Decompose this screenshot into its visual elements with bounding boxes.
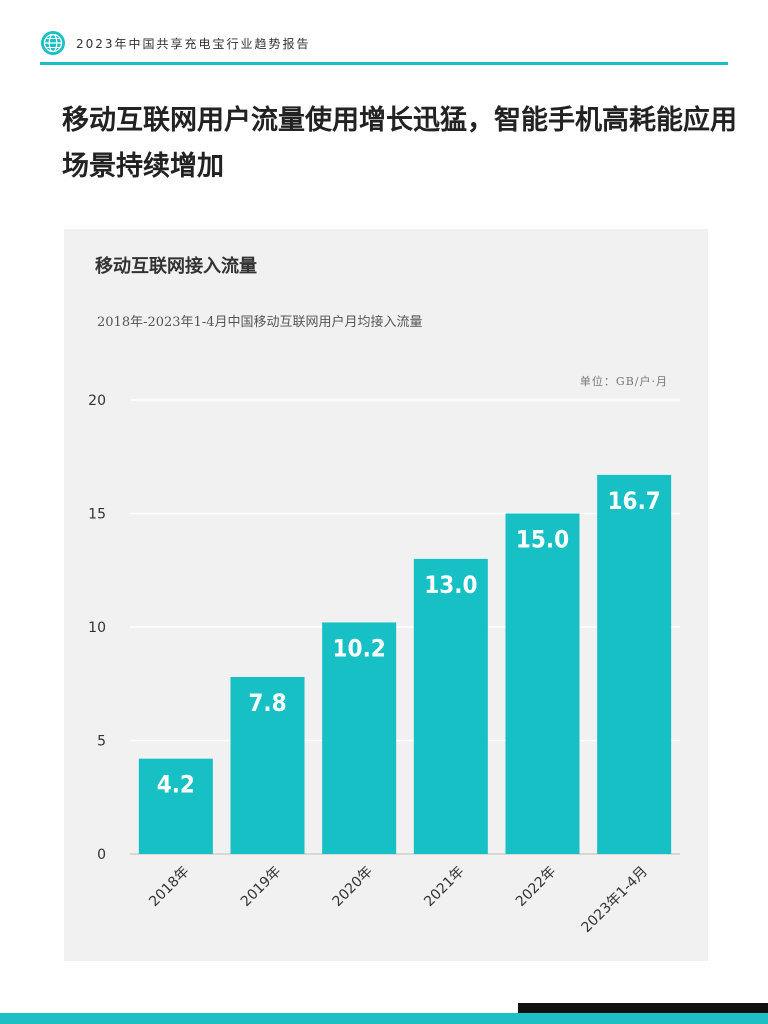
y-tick-label: 0 (97, 847, 106, 863)
x-tick-label: 2020年 (330, 864, 376, 910)
y-tick-label: 20 (88, 393, 106, 409)
header-divider (40, 62, 728, 65)
bar (413, 558, 488, 854)
bar (597, 474, 672, 854)
y-tick-label: 5 (97, 734, 106, 750)
footer-bar-dark (518, 1003, 768, 1013)
report-title: 2023年中国共享充电宝行业趋势报告 (76, 36, 311, 51)
page-headline: 移动互联网用户流量使用增长迅猛，智能手机高耗能应用场景持续增加 (62, 105, 737, 182)
x-tick-label: 2023年1-4月 (579, 864, 651, 936)
bar-value-label: 4.2 (157, 771, 195, 799)
bar-value-label: 15.0 (516, 526, 569, 554)
chart-title: 移动互联网接入流量 (95, 256, 257, 277)
bar (138, 758, 213, 854)
x-tick-label: 2019年 (238, 864, 284, 910)
chart-unit: 单位：GB/户·月 (579, 375, 668, 388)
x-tick-label: 2022年 (513, 864, 559, 910)
x-tick-label: 2021年 (421, 864, 467, 910)
y-tick-label: 10 (88, 620, 106, 636)
globe-icon (41, 31, 65, 55)
chart-subtitle: 2018年-2023年1-4月中国移动互联网用户月均接入流量 (97, 315, 423, 330)
bar-value-label: 7.8 (248, 689, 286, 717)
bar (322, 622, 397, 854)
footer-bar-accent (0, 1013, 768, 1024)
bar-chart: 0 5 10 15 20 4.2 2018年 7.8 2019年 10.2 2020年 13.0 202… (88, 393, 680, 936)
report-header: 2023年中国共享充电宝行业趋势报告 (40, 28, 311, 58)
bar (230, 676, 305, 854)
bar-value-label: 16.7 (608, 487, 661, 515)
y-tick-label: 15 (88, 507, 106, 523)
bar-value-label: 10.2 (333, 634, 386, 662)
bar-value-label: 13.0 (424, 571, 477, 599)
x-tick-label: 2018年 (146, 864, 192, 910)
bar (505, 513, 580, 854)
